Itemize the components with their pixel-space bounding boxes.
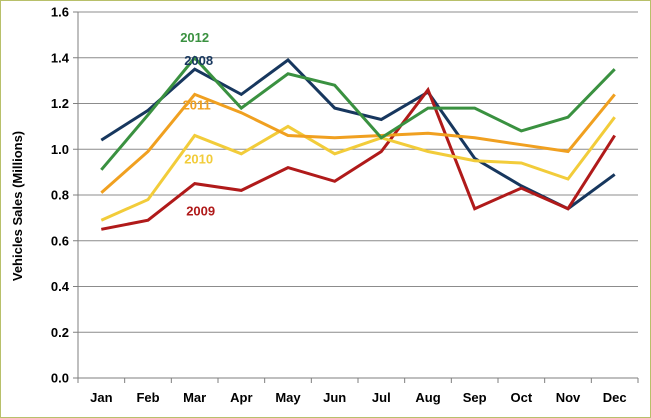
x-tick-label: Oct — [510, 390, 532, 405]
x-tick-label: May — [275, 390, 301, 405]
x-tick-label: Aug — [415, 390, 440, 405]
x-tick-label: Jul — [372, 390, 391, 405]
x-tick-label: Dec — [603, 390, 627, 405]
series-lines — [100, 55, 616, 231]
y-tick-label: 0.6 — [51, 233, 69, 248]
series-line-2008 — [100, 58, 616, 211]
x-tick-label: Nov — [556, 390, 581, 405]
series-line-2012 — [100, 55, 616, 171]
x-tick-label: Feb — [136, 390, 159, 405]
series-line-2010 — [100, 116, 616, 222]
grid-lines — [78, 11, 638, 333]
series-labels: 2012 2008 2011 2010 2009 — [180, 30, 215, 219]
x-tick-labels: Jan Feb Mar Apr May Jun Jul Aug Sep Oct Nov Dec — [90, 390, 626, 405]
y-tick-label: 1.0 — [51, 142, 69, 157]
axes — [73, 11, 639, 383]
series-line-2011 — [100, 92, 616, 194]
y-tick-label: 0.0 — [51, 371, 69, 386]
y-tick-label: 0.8 — [51, 188, 69, 203]
y-tick-label: 1.2 — [51, 96, 69, 111]
y-tick-labels: 0.0 0.2 0.4 0.6 0.8 1.0 1.2 1.4 1.6 — [51, 5, 70, 386]
x-tick-label: Jun — [323, 390, 346, 405]
x-tick-label: Sep — [463, 390, 487, 405]
series-label-2009: 2009 — [186, 204, 215, 219]
y-tick-label: 0.4 — [51, 279, 70, 294]
series-label-2011: 2011 — [183, 97, 211, 112]
series-label-2012: 2012 — [180, 30, 209, 45]
x-tick-label: Jan — [90, 390, 112, 405]
series-label-2010: 2010 — [184, 152, 213, 167]
x-tick-label: Mar — [183, 390, 206, 405]
x-tick-label: Apr — [230, 390, 252, 405]
y-tick-label: 1.6 — [51, 5, 69, 20]
series-line-2009 — [101, 86, 616, 231]
series-label-2008: 2008 — [184, 53, 213, 68]
y-tick-label: 1.4 — [51, 50, 70, 65]
y-tick-label: 0.2 — [51, 325, 69, 340]
y-axis-title: Vehicles Sales (Millions) — [10, 131, 25, 281]
